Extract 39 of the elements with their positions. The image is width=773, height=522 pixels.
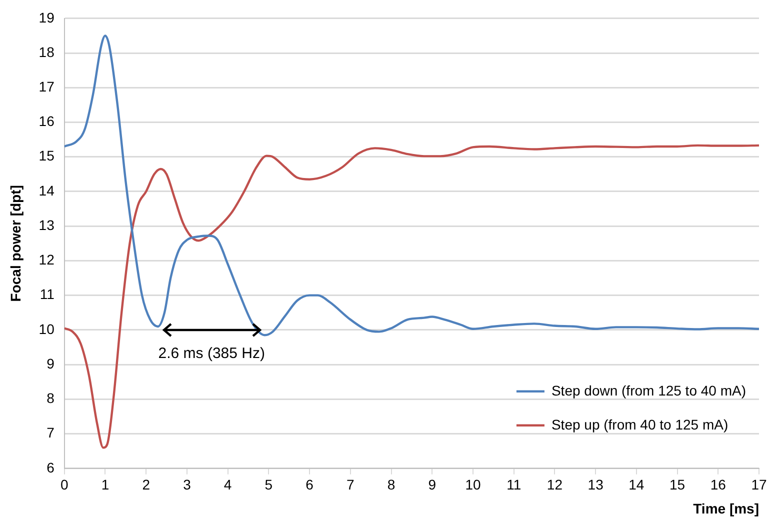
line-series: [64, 144, 759, 449]
x-axis-title: Time [ms]: [693, 500, 759, 516]
y-tick-label: 14: [38, 182, 55, 198]
x-tick-label: 9: [428, 476, 436, 493]
y-tick-label: 6: [46, 459, 55, 476]
x-tick-label: 16: [710, 476, 726, 493]
y-axis-title: Focal power [dpt]: [7, 185, 24, 302]
y-tick-label: 7: [46, 424, 55, 441]
y-tick-label: 18: [38, 44, 55, 60]
x-tick-label: 14: [628, 476, 644, 493]
y-tick-label: 15: [38, 148, 55, 164]
x-tick-label: 11: [506, 476, 522, 493]
x-tick-label: 5: [264, 476, 273, 493]
line-series: [64, 34, 759, 336]
x-tick-label: 2: [142, 476, 150, 493]
y-tick-label: 16: [38, 113, 55, 130]
x-tick-label: 6: [306, 476, 314, 493]
legend-label: Step up (from 40 to 125 mA): [551, 416, 728, 432]
x-tick-label: 1: [101, 476, 110, 493]
y-tick-label: 9: [46, 355, 55, 372]
legend-label: Step down (from 125 to 40 mA): [551, 382, 746, 398]
x-tick-label: 12: [546, 476, 563, 493]
y-tick-label: 11: [40, 286, 55, 302]
x-tick-label: 7: [346, 476, 354, 493]
x-tick-label: 17: [751, 476, 767, 493]
y-tick-label: 13: [38, 216, 55, 233]
annotation: 2.6 ms (385 Hz): [158, 344, 265, 362]
y-tick-label: 17: [38, 78, 55, 94]
x-tick-label: 10: [465, 476, 481, 493]
y-tick-label: 8: [46, 390, 55, 406]
x-tick-label: 0: [60, 476, 68, 493]
x-tick-label: 3: [183, 476, 192, 493]
y-tick-label: 10: [38, 320, 55, 337]
x-tick-label: 15: [669, 476, 686, 493]
x-tick-label: 8: [387, 476, 396, 493]
x-tick-label: 4: [224, 476, 232, 493]
y-tick-label: 12: [38, 252, 55, 268]
x-tick-label: 13: [588, 476, 604, 493]
y-tick-label: 19: [38, 9, 55, 26]
